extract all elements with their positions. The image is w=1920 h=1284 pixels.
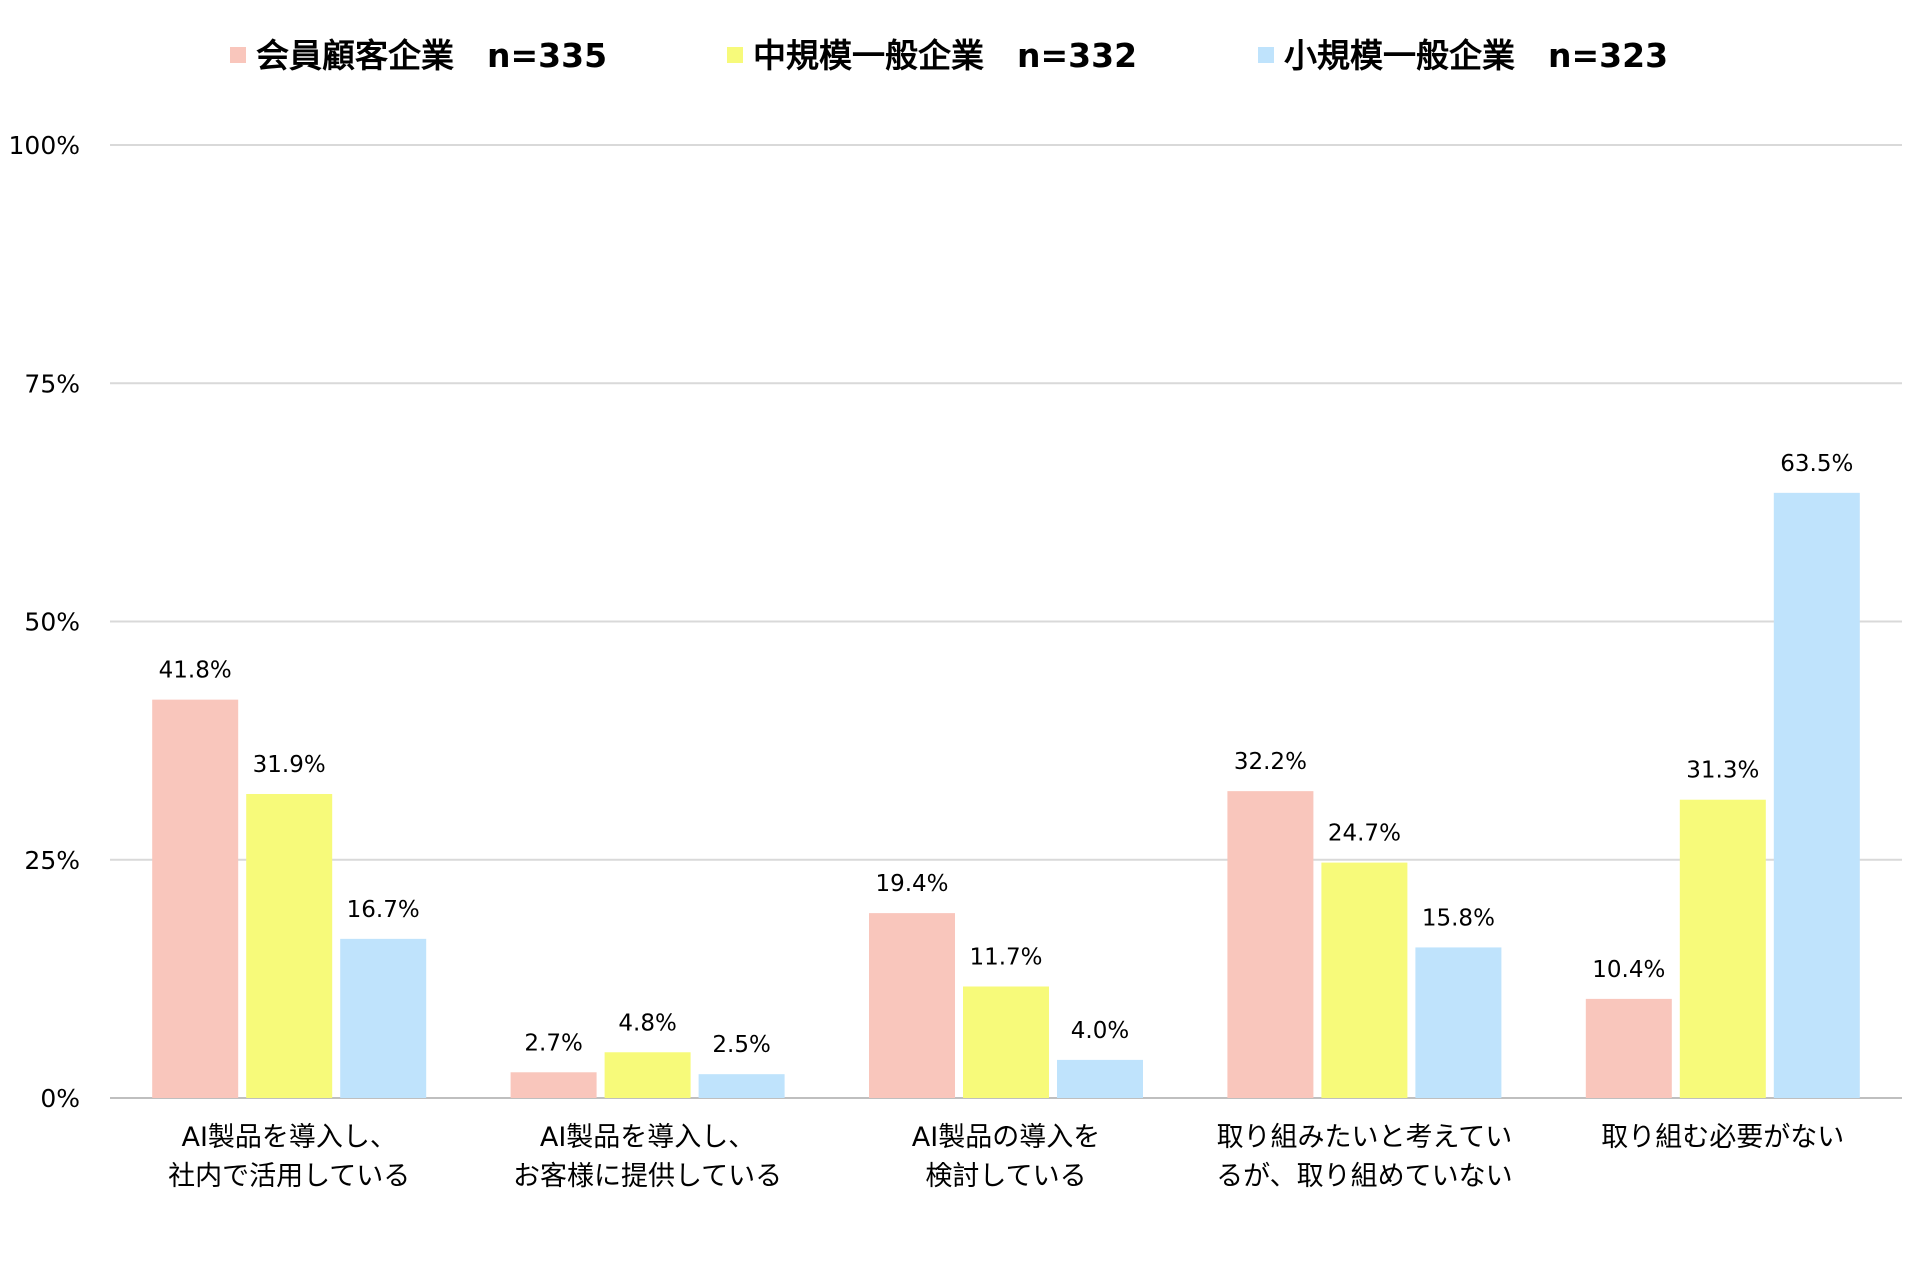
y-tick-label: 100% bbox=[9, 131, 80, 160]
bar bbox=[869, 913, 955, 1098]
data-label: 10.4% bbox=[1592, 957, 1665, 983]
data-label: 41.8% bbox=[159, 658, 232, 684]
x-tick-label: 取り組む必要がない bbox=[1601, 1122, 1844, 1153]
bar bbox=[510, 1072, 597, 1098]
bar bbox=[1321, 862, 1408, 1098]
y-tick-label: 75% bbox=[24, 369, 80, 398]
bar bbox=[1585, 998, 1672, 1098]
data-label: 4.8% bbox=[618, 1010, 676, 1036]
x-tick-label: AI製品を導入し、 bbox=[181, 1122, 396, 1153]
x-tick-label: 社内で活用している bbox=[168, 1161, 410, 1192]
bar bbox=[152, 699, 239, 1098]
y-tick-label: 0% bbox=[40, 1084, 80, 1113]
bar bbox=[963, 986, 1049, 1098]
data-label: 19.4% bbox=[875, 871, 948, 897]
bar bbox=[1057, 1059, 1143, 1098]
data-label: 24.7% bbox=[1328, 821, 1401, 847]
data-label: 15.8% bbox=[1422, 905, 1495, 931]
bar bbox=[1415, 947, 1502, 1098]
y-tick-label: 50% bbox=[24, 608, 80, 637]
x-tick-label: AI製品の導入を bbox=[912, 1122, 1100, 1153]
data-label: 63.5% bbox=[1780, 451, 1853, 477]
x-tick-label: 検討している bbox=[925, 1161, 1086, 1192]
legend-label: 会員顧客企業 n=335 bbox=[256, 36, 607, 75]
data-label: 32.2% bbox=[1234, 749, 1307, 775]
data-label: 2.7% bbox=[524, 1030, 582, 1056]
legend-swatch bbox=[230, 47, 246, 63]
x-tick-label: AI製品を導入し、 bbox=[540, 1122, 755, 1153]
x-tick-label: 取り組みたいと考えてい bbox=[1217, 1122, 1513, 1153]
bar bbox=[1227, 791, 1314, 1098]
legend-swatch bbox=[727, 47, 743, 63]
data-label: 2.5% bbox=[712, 1032, 770, 1058]
data-label: 31.9% bbox=[253, 752, 326, 778]
bar bbox=[1679, 799, 1766, 1098]
bar bbox=[698, 1074, 785, 1098]
bar bbox=[604, 1052, 691, 1098]
bar bbox=[1773, 492, 1860, 1099]
x-tick-label: るが、取り組めていない bbox=[1216, 1161, 1512, 1192]
data-label: 4.0% bbox=[1071, 1018, 1129, 1044]
legend-swatch bbox=[1258, 47, 1274, 63]
data-label: 16.7% bbox=[347, 897, 420, 923]
x-tick-label: お客様に提供している bbox=[513, 1161, 782, 1192]
bar bbox=[246, 793, 333, 1098]
data-label: 11.7% bbox=[969, 944, 1042, 970]
legend-label: 中規模一般企業 n=332 bbox=[753, 36, 1137, 75]
bar bbox=[340, 938, 427, 1098]
y-tick-label: 25% bbox=[24, 846, 80, 875]
legend-label: 小規模一般企業 n=323 bbox=[1284, 36, 1668, 75]
data-label: 31.3% bbox=[1686, 758, 1759, 784]
